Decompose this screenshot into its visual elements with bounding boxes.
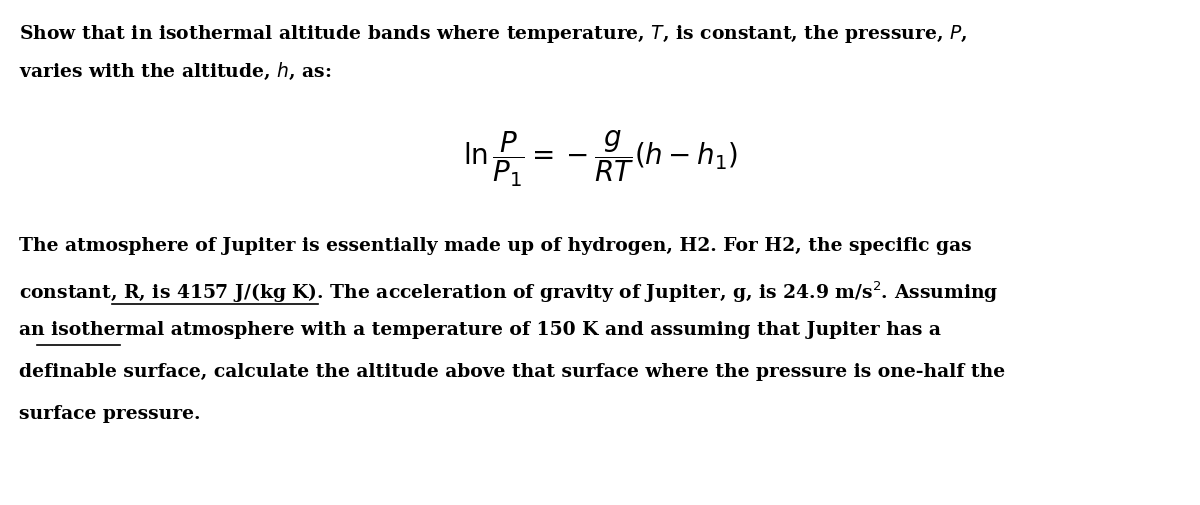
Text: Show that in isothermal altitude bands where temperature, $T$, is constant, the : Show that in isothermal altitude bands w… (19, 23, 967, 45)
Text: definable surface, calculate the altitude above that surface where the pressure : definable surface, calculate the altitud… (19, 363, 1006, 381)
Text: surface pressure.: surface pressure. (19, 405, 200, 423)
Text: an isothermal atmosphere with a temperature of 150 K and assuming that Jupiter h: an isothermal atmosphere with a temperat… (19, 321, 941, 339)
Text: $\ln\dfrac{P}{P_1} = -\dfrac{g}{RT}(h - h_1)$: $\ln\dfrac{P}{P_1} = -\dfrac{g}{RT}(h - … (463, 129, 737, 189)
Text: constant, R, is 4157 J/(kg K). The acceleration of gravity of Jupiter, g, is 24.: constant, R, is 4157 J/(kg K). The accel… (19, 279, 998, 305)
Text: The atmosphere of Jupiter is essentially made up of hydrogen, H2. For H2, the sp: The atmosphere of Jupiter is essentially… (19, 237, 972, 256)
Text: varies with the altitude, $h$, as:: varies with the altitude, $h$, as: (19, 61, 332, 82)
